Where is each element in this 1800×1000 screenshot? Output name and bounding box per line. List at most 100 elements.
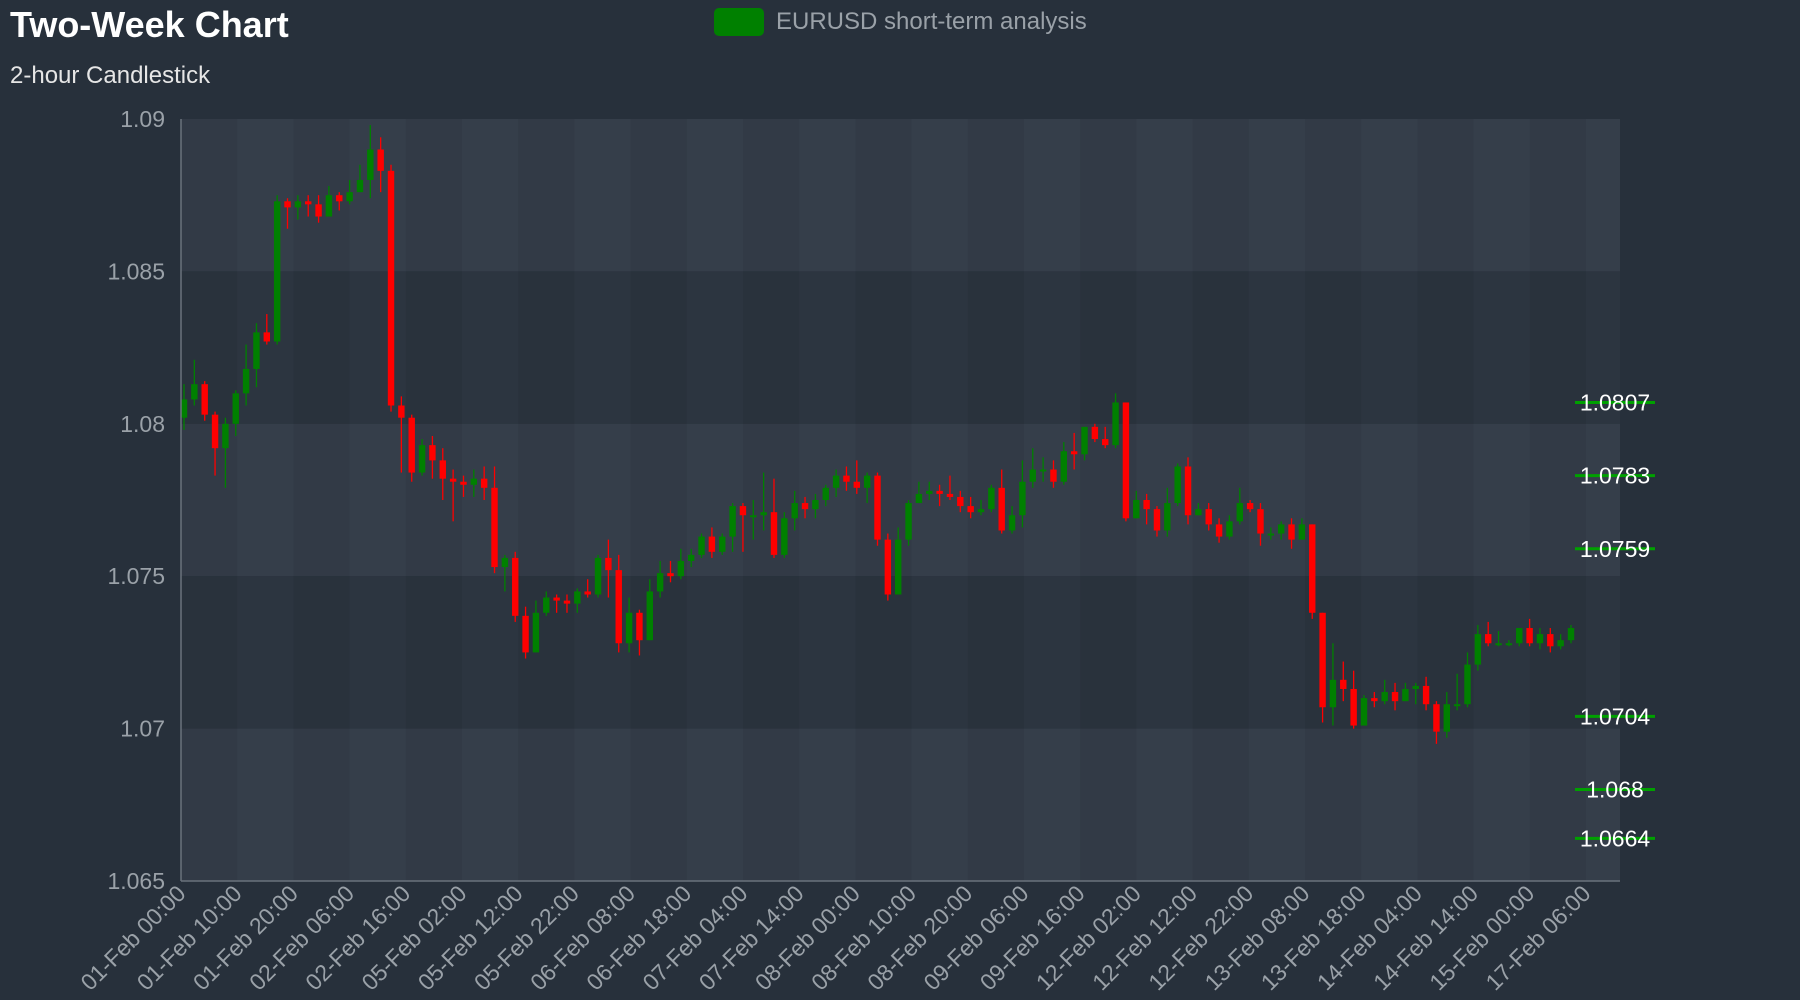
candle-down: [1257, 503, 1264, 546]
candle-up: [625, 597, 633, 653]
candle-down: [1070, 432, 1078, 470]
candle-up: [543, 591, 550, 616]
candle-body: [1246, 503, 1254, 510]
candle-body: [1039, 469, 1047, 472]
candle-body: [336, 195, 343, 202]
candle-up: [1029, 448, 1036, 488]
candle-up: [356, 164, 364, 193]
candle-up: [1226, 515, 1233, 540]
candle-up: [687, 548, 695, 568]
candle-down: [636, 609, 643, 656]
candle-body: [284, 201, 291, 208]
candle-up: [1381, 679, 1388, 705]
candle-up: [1474, 624, 1482, 671]
candle-body: [294, 201, 302, 208]
candle-down: [967, 496, 974, 519]
candle-down: [708, 527, 716, 558]
grid-stripe: [181, 119, 238, 881]
candle-up: [1443, 692, 1450, 738]
candle-body: [180, 399, 188, 418]
candle-body: [1215, 524, 1223, 537]
candle-body: [242, 368, 250, 394]
candle-down: [284, 198, 291, 229]
candle-down: [408, 414, 415, 482]
candle-body: [646, 591, 653, 641]
candle-down: [843, 466, 850, 491]
candle-body: [1443, 704, 1450, 732]
candle-body: [750, 515, 757, 518]
candle-down: [801, 496, 809, 519]
y-tick-label: 1.085: [107, 258, 165, 284]
grid-stripe: [518, 119, 575, 881]
grid-band: [181, 271, 1620, 424]
level-label: 1.068: [1586, 777, 1644, 803]
candle-body: [636, 612, 643, 641]
candle-body: [822, 487, 829, 500]
support-resistance-levels: [1575, 400, 1655, 840]
candle-up: [1402, 682, 1409, 702]
candle-down: [584, 579, 591, 598]
candle-body: [915, 493, 923, 504]
candle-up: [325, 186, 333, 217]
candle-body: [1391, 692, 1399, 702]
candle-down: [211, 411, 219, 476]
candle-body: [1195, 509, 1202, 516]
candle-up: [822, 484, 829, 507]
candle-up: [812, 493, 819, 519]
y-tick-label: 1.065: [107, 868, 165, 894]
candle-body: [957, 496, 964, 507]
candle-up: [1236, 487, 1243, 525]
candle-up: [894, 527, 902, 595]
level-labels: 1.0807 1.0783 1.0759 1.0704 1.068 1.0664: [1580, 389, 1651, 851]
candle-down: [305, 195, 312, 217]
grid-stripe: [1417, 119, 1474, 881]
candle-up: [1164, 487, 1171, 537]
candle-body: [698, 536, 705, 555]
chart-legend[interactable]: EURUSD short-term analysis: [714, 8, 1087, 36]
candle-body: [470, 478, 478, 485]
grid-stripe: [630, 119, 687, 881]
candle-body: [1143, 500, 1150, 510]
candle-body: [1433, 704, 1440, 732]
grid-stripe: [293, 119, 350, 881]
candle-body: [832, 475, 840, 488]
candle-body: [905, 503, 912, 540]
candle-up: [222, 417, 229, 488]
candle-body: [553, 597, 560, 601]
candle-up: [750, 500, 757, 540]
candle-down: [553, 594, 560, 613]
candle-body: [1081, 426, 1088, 455]
candle-down: [263, 314, 271, 345]
candle-body: [594, 557, 602, 595]
candle-up: [832, 469, 840, 497]
candle-body: [998, 487, 1005, 531]
candle-up: [1329, 643, 1337, 726]
legend-label: EURUSD short-term analysis: [776, 8, 1087, 35]
candle-body: [1526, 628, 1533, 644]
candle-body: [1008, 515, 1016, 531]
candle-down: [1371, 692, 1378, 708]
candle-up: [905, 500, 912, 546]
candle-body: [656, 573, 664, 592]
candle-down: [491, 466, 498, 574]
candle-up: [656, 560, 664, 598]
candle-up: [1039, 457, 1047, 482]
candle-up: [791, 490, 798, 531]
candle-body: [667, 573, 674, 577]
candle-body: [1381, 692, 1388, 702]
candle-body: [305, 201, 312, 205]
candle-body: [1412, 685, 1419, 689]
candle-body: [1112, 402, 1119, 446]
candle-body: [1505, 643, 1513, 646]
grid-stripe: [743, 119, 800, 881]
candle-down: [1422, 676, 1430, 711]
candle-down: [1153, 506, 1161, 537]
candle-down: [1309, 524, 1316, 619]
grid-stripe: [967, 119, 1024, 881]
candle-body: [1226, 521, 1233, 537]
candle-up: [1557, 634, 1564, 650]
candle-up: [677, 548, 685, 580]
candle-body: [263, 332, 271, 342]
candle-body: [315, 204, 322, 217]
